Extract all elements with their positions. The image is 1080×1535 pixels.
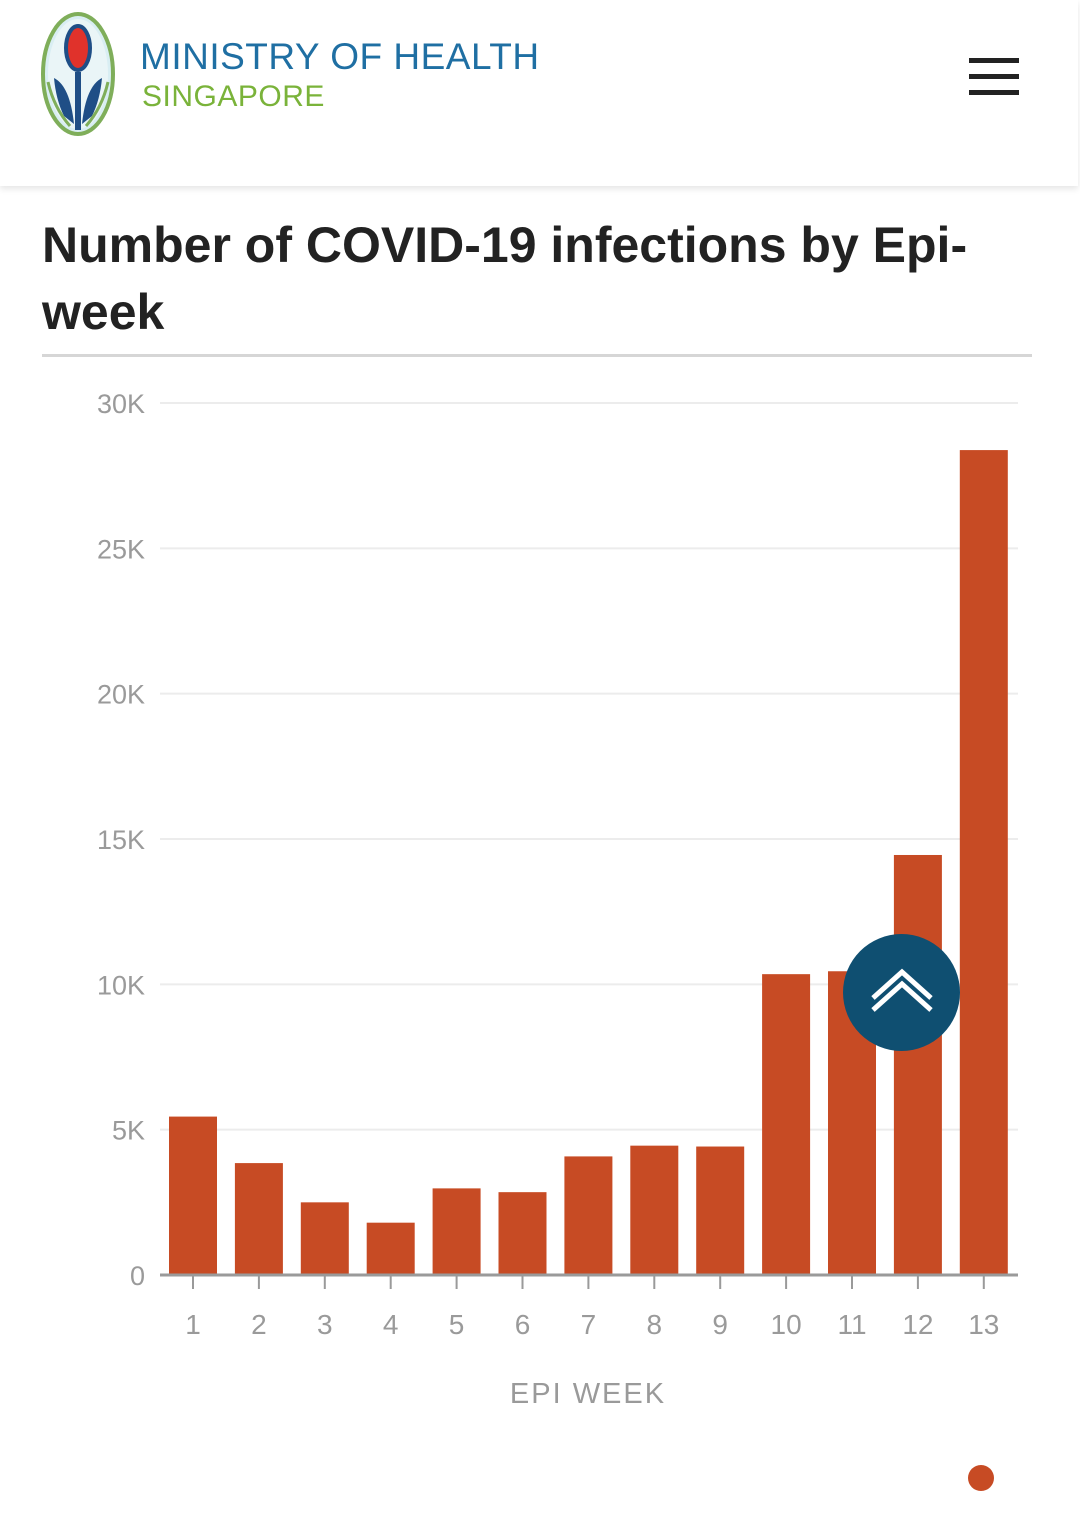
bar-week-7 (564, 1156, 613, 1275)
bar-week-13 (959, 450, 1008, 1275)
x-tick-label: 9 (712, 1309, 728, 1340)
y-tick-label: 20K (97, 680, 145, 710)
x-tick-label: 1 (185, 1309, 201, 1340)
bar-week-9 (696, 1146, 745, 1275)
y-tick-label: 0 (130, 1261, 145, 1291)
x-tick-label: 8 (647, 1309, 663, 1340)
brand-subtitle[interactable]: SINGAPORE (142, 80, 325, 113)
bar-week-8 (630, 1145, 679, 1275)
site-header: MINISTRY OF HEALTH SINGAPORE (0, 0, 1078, 186)
x-tick-label: 11 (837, 1309, 866, 1340)
y-tick-label: 5K (112, 1116, 145, 1146)
chart-title: Number of COVID-19 infections by Epi-wee… (42, 217, 968, 340)
x-tick-label: 5 (449, 1309, 465, 1340)
x-axis-title: EPI WEEK (510, 1378, 666, 1410)
hamburger-menu-icon[interactable] (966, 56, 1022, 98)
y-tick-label: 30K (97, 389, 145, 419)
bar-week-12 (893, 854, 942, 1275)
bar-week-1 (169, 1116, 217, 1275)
bar-week-2 (234, 1163, 283, 1275)
title-divider (42, 354, 1032, 357)
scroll-to-top-button[interactable] (843, 934, 960, 1051)
x-tick-label: 7 (581, 1309, 597, 1340)
bar-week-3 (300, 1202, 349, 1275)
x-tick-label: 6 (515, 1309, 531, 1340)
x-tick-label: 4 (383, 1309, 399, 1340)
chevron-up-icon (871, 968, 933, 1012)
y-tick-label: 10K (97, 970, 145, 1000)
x-tick-label: 2 (251, 1309, 267, 1340)
moh-emblem-icon[interactable] (40, 12, 116, 136)
carousel-dot-active[interactable] (968, 1465, 994, 1491)
bar-week-10 (762, 974, 811, 1275)
bar-week-4 (366, 1222, 415, 1275)
x-tick-label: 3 (317, 1309, 333, 1340)
y-tick-label: 25K (97, 534, 145, 564)
x-tick-label: 10 (771, 1309, 802, 1340)
y-tick-label: 15K (97, 825, 145, 855)
x-tick-label: 13 (968, 1309, 999, 1340)
bar-week-5 (432, 1188, 481, 1275)
brand-title[interactable]: MINISTRY OF HEALTH (140, 36, 540, 77)
x-tick-label: 12 (902, 1309, 933, 1340)
bar-week-6 (498, 1192, 547, 1275)
